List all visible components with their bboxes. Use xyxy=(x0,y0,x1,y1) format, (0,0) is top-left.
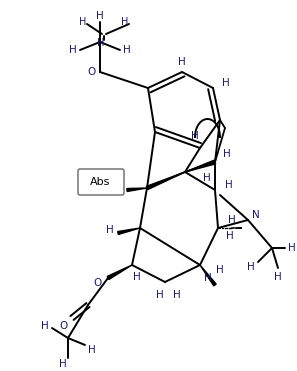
Text: H: H xyxy=(216,265,224,275)
Polygon shape xyxy=(118,228,140,234)
Text: Abs: Abs xyxy=(90,177,110,187)
Text: H: H xyxy=(121,17,129,27)
Text: H: H xyxy=(106,225,114,235)
Polygon shape xyxy=(107,265,132,279)
Text: H: H xyxy=(96,11,104,21)
Text: H: H xyxy=(97,38,105,48)
Text: H: H xyxy=(156,290,164,300)
Text: H: H xyxy=(288,243,296,253)
Text: H: H xyxy=(225,180,233,190)
Text: H: H xyxy=(88,345,96,355)
Text: O: O xyxy=(94,278,102,288)
Text: H: H xyxy=(226,231,234,241)
Polygon shape xyxy=(127,188,147,191)
Polygon shape xyxy=(185,160,216,172)
Text: N: N xyxy=(252,210,260,220)
Text: H: H xyxy=(203,173,211,183)
Text: H: H xyxy=(133,272,141,282)
Text: H: H xyxy=(123,45,131,55)
Text: H: H xyxy=(247,262,255,272)
Text: H: H xyxy=(178,57,186,67)
Text: H: H xyxy=(79,17,87,27)
Text: O: O xyxy=(88,67,96,77)
Polygon shape xyxy=(146,172,185,190)
Text: H: H xyxy=(274,272,282,282)
Text: H: H xyxy=(204,273,212,283)
Text: H: H xyxy=(191,131,199,141)
Text: H: H xyxy=(69,45,77,55)
Text: H: H xyxy=(222,78,230,88)
Text: H: H xyxy=(115,181,123,191)
Text: H: H xyxy=(59,359,67,369)
Text: H: H xyxy=(228,215,236,225)
Text: H: H xyxy=(223,149,231,159)
Text: H: H xyxy=(173,290,181,300)
Polygon shape xyxy=(200,265,216,286)
Text: O: O xyxy=(60,321,68,331)
FancyBboxPatch shape xyxy=(78,169,124,195)
Text: H: H xyxy=(41,321,49,331)
